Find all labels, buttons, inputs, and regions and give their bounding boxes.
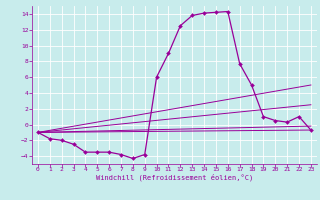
X-axis label: Windchill (Refroidissement éolien,°C): Windchill (Refroidissement éolien,°C) [96,174,253,181]
